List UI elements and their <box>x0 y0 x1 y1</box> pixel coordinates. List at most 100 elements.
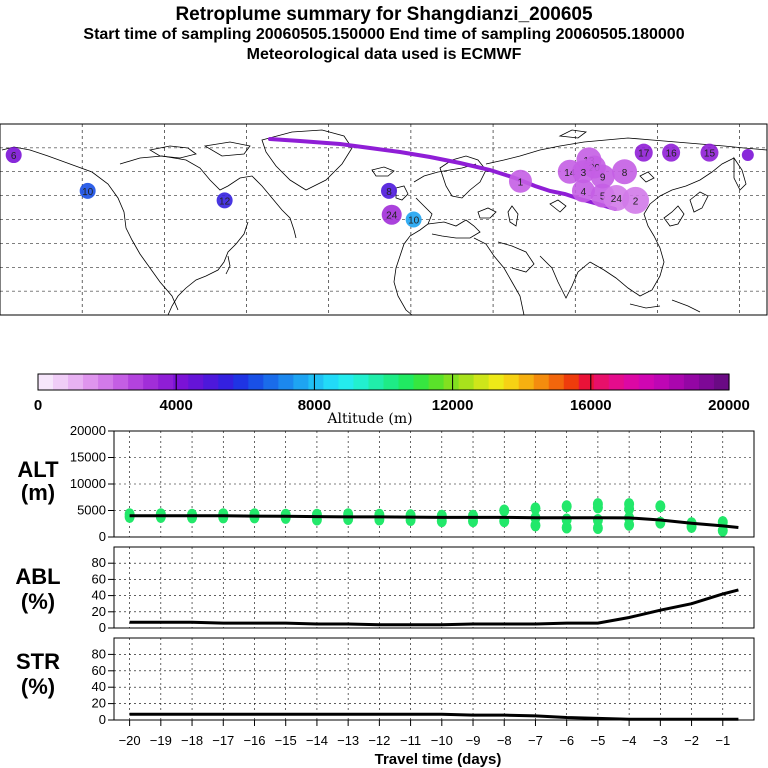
alt-median-line <box>129 514 739 529</box>
y-tick-label: 15000 <box>70 450 106 465</box>
colorbar-tick-label: 0 <box>34 397 42 414</box>
colorbar-swatch <box>713 374 730 390</box>
colorbar-swatches <box>38 374 730 390</box>
map-point <box>571 179 595 203</box>
colorbar-swatch <box>458 374 475 390</box>
y-tick-label: 0 <box>99 620 106 635</box>
colorbar-swatch <box>338 374 355 390</box>
x-tick-label: −9 <box>466 733 481 748</box>
colorbar: 0 4000 8000 12000 16000 20000 Altitude (m) <box>34 373 750 427</box>
colorbar-label: Altitude (m) <box>326 411 412 427</box>
colorbar-swatch <box>263 374 279 390</box>
x-tick-label: −8 <box>497 733 512 748</box>
alt-point <box>218 508 229 521</box>
alt-panel: 0 5000 10000 15000 20000 ALT (m) <box>17 423 755 544</box>
x-tick-label: −13 <box>337 733 359 748</box>
colorbar-tick-label: 20000 <box>708 397 750 414</box>
map-point <box>741 149 754 162</box>
colorbar-tick-label: 4000 <box>160 397 193 414</box>
x-tick-label: −20 <box>119 733 141 748</box>
map-grid <box>0 124 767 315</box>
alt-point <box>592 514 603 527</box>
alt-point <box>592 498 603 511</box>
colorbar-ticks: 0 4000 8000 12000 16000 20000 <box>34 374 750 414</box>
alt-yticks: 0 5000 10000 15000 20000 <box>70 423 114 544</box>
abl-grid <box>114 547 754 629</box>
alt-point <box>561 500 572 513</box>
map-point-label: 1 <box>518 177 524 188</box>
y-tick-label: 20000 <box>70 423 106 438</box>
colorbar-swatch <box>638 374 655 390</box>
colorbar-swatch <box>218 374 234 390</box>
x-tick-label: −17 <box>212 733 234 748</box>
y-tick-label: 20 <box>92 604 106 619</box>
x-tick-label: −11 <box>400 733 421 748</box>
y-tick-label: 5000 <box>77 503 106 518</box>
colorbar-swatch <box>248 374 264 390</box>
str-frame <box>113 637 755 721</box>
colorbar-swatch <box>443 374 460 390</box>
colorbar-swatch <box>143 374 159 390</box>
alt-point <box>249 508 260 521</box>
colorbar-swatch <box>698 374 715 390</box>
map-point-label: 14 <box>564 168 576 179</box>
x-tick-label: −5 <box>590 733 605 748</box>
abl-frame <box>113 546 755 629</box>
alt-point <box>343 508 354 521</box>
colorbar-swatch <box>308 374 325 390</box>
alt-point <box>624 498 635 511</box>
map-point-label: 9 <box>600 173 606 184</box>
sampling-times: Start time of sampling 20060505.150000 E… <box>83 26 685 43</box>
alt-point <box>374 508 385 521</box>
map-point <box>5 147 22 164</box>
colorbar-swatch <box>683 374 700 390</box>
map-point-label: 24 <box>386 211 398 222</box>
alt-label-unit: (m) <box>21 480 55 505</box>
colorbar-tick-label: 16000 <box>570 397 612 414</box>
colorbar-swatch <box>668 374 685 390</box>
colorbar-swatch <box>653 374 670 390</box>
x-tick-label: −7 <box>528 733 543 748</box>
y-tick-label: 20 <box>92 696 106 711</box>
map-point <box>508 169 532 193</box>
y-tick-label: 80 <box>92 555 106 570</box>
map-points: 6171615132014398452421210181024 <box>5 143 754 228</box>
colorbar-swatch <box>398 374 415 390</box>
y-tick-label: 10000 <box>70 476 106 491</box>
x-tick-label: −6 <box>559 733 574 748</box>
coastlines <box>1 129 768 316</box>
map-point-label: 24 <box>611 194 623 205</box>
y-tick-label: 60 <box>92 571 106 586</box>
colorbar-swatch <box>83 374 99 390</box>
colorbar-swatch <box>578 374 595 390</box>
alt-point <box>561 513 572 526</box>
colorbar-swatch <box>593 374 610 390</box>
abl-label-top: ABL <box>15 564 60 589</box>
x-tick-label: −16 <box>243 733 265 748</box>
colorbar-swatch <box>53 374 69 390</box>
map-point-label: 10 <box>408 216 420 227</box>
map-point <box>662 143 681 162</box>
alt-point <box>311 508 322 521</box>
colorbar-tick-label: 8000 <box>298 397 331 414</box>
colorbar-swatch <box>518 374 535 390</box>
x-tick-label: −14 <box>306 733 328 748</box>
y-tick-label: 40 <box>92 679 106 694</box>
x-axis: −20 −19 −18 −17 −16 −15 −14 −13 −12 −11 −10 −9 −8 −7 −… <box>114 719 754 748</box>
map-point-label: 10 <box>82 187 94 198</box>
colorbar-swatch <box>38 374 54 390</box>
alt-point <box>499 504 510 517</box>
y-tick-label: 40 <box>92 588 106 603</box>
colorbar-swatch <box>563 374 580 390</box>
colorbar-swatch <box>173 374 189 390</box>
x-tick-label: −15 <box>275 733 297 748</box>
map-point <box>612 159 638 185</box>
x-tick-label: −4 <box>622 733 637 748</box>
y-tick-label: 60 <box>92 663 106 678</box>
map-point-label: 17 <box>638 149 650 160</box>
str-label-unit: (%) <box>21 674 55 699</box>
